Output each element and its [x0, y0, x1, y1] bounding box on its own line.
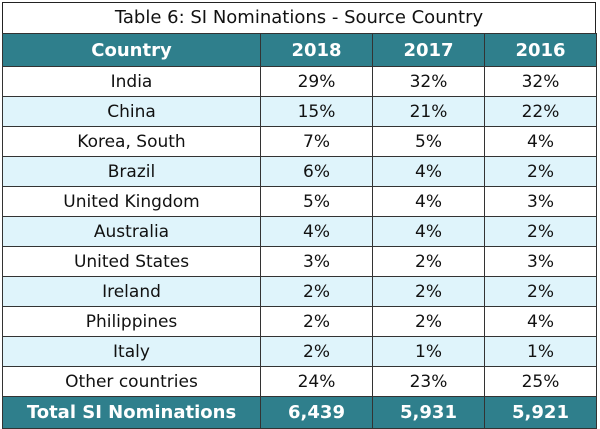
cell-country: United Kingdom: [2, 186, 261, 217]
cell-value-2017: 2%: [372, 306, 485, 337]
cell-value-2017: 4%: [372, 156, 485, 187]
cell-value-2017: 5%: [372, 126, 485, 157]
table-row: Italy 2% 1% 1%: [2, 336, 597, 367]
cell-country: Ireland: [2, 276, 261, 307]
cell-value-2017: 4%: [372, 216, 485, 247]
total-row: Total SI Nominations 6,439 5,931 5,921: [2, 396, 597, 429]
cell-country: United States: [2, 246, 261, 277]
table-row: Other countries 24% 23% 25%: [2, 366, 597, 397]
column-header-2017: 2017: [372, 33, 485, 67]
cell-value-2017: 32%: [372, 66, 485, 97]
cell-country: Italy: [2, 336, 261, 367]
table-title: Table 6: SI Nominations - Source Country: [2, 2, 596, 33]
cell-value-2018: 24%: [260, 366, 373, 397]
cell-value-2017: 1%: [372, 336, 485, 367]
cell-value-2016: 2%: [484, 216, 597, 247]
cell-value-2016: 3%: [484, 246, 597, 277]
cell-value-2018: 4%: [260, 216, 373, 247]
cell-value-2016: 25%: [484, 366, 597, 397]
table-row: Korea, South 7% 5% 4%: [2, 126, 597, 157]
cell-value-2017: 2%: [372, 246, 485, 277]
cell-value-2016: 4%: [484, 126, 597, 157]
column-header-country: Country: [2, 33, 261, 67]
table-row: Philippines 2% 2% 4%: [2, 306, 597, 337]
cell-country: Other countries: [2, 366, 261, 397]
cell-value-2016: 4%: [484, 306, 597, 337]
table-row: Brazil 6% 4% 2%: [2, 156, 597, 187]
si-nominations-table: Country 2018 2017 2016 India 29% 32% 32% Chi…: [2, 33, 597, 429]
cell-value-2018: 15%: [260, 96, 373, 127]
cell-country: Philippines: [2, 306, 261, 337]
total-2017: 5,931: [372, 396, 485, 429]
table-body: India 29% 32% 32% China 15% 21% 22% Korea, South…: [2, 66, 597, 397]
cell-value-2018: 5%: [260, 186, 373, 217]
table-row: United States 3% 2% 3%: [2, 246, 597, 277]
cell-value-2016: 1%: [484, 336, 597, 367]
cell-value-2017: 4%: [372, 186, 485, 217]
cell-value-2018: 2%: [260, 276, 373, 307]
table-row: United Kingdom 5% 4% 3%: [2, 186, 597, 217]
total-2018: 6,439: [260, 396, 373, 429]
cell-value-2017: 23%: [372, 366, 485, 397]
cell-country: Brazil: [2, 156, 261, 187]
cell-value-2017: 2%: [372, 276, 485, 307]
cell-value-2018: 29%: [260, 66, 373, 97]
cell-country: China: [2, 96, 261, 127]
column-header-2018: 2018: [260, 33, 373, 67]
header-row: Country 2018 2017 2016: [2, 33, 597, 67]
cell-value-2018: 2%: [260, 306, 373, 337]
cell-country: Australia: [2, 216, 261, 247]
cell-value-2018: 6%: [260, 156, 373, 187]
cell-value-2018: 7%: [260, 126, 373, 157]
cell-value-2016: 2%: [484, 276, 597, 307]
table-row: Australia 4% 4% 2%: [2, 216, 597, 247]
column-header-2016: 2016: [484, 33, 597, 67]
cell-value-2018: 3%: [260, 246, 373, 277]
table-row: Ireland 2% 2% 2%: [2, 276, 597, 307]
table-row: China 15% 21% 22%: [2, 96, 597, 127]
cell-value-2018: 2%: [260, 336, 373, 367]
cell-country: Korea, South: [2, 126, 261, 157]
cell-value-2016: 2%: [484, 156, 597, 187]
cell-country: India: [2, 66, 261, 97]
cell-value-2017: 21%: [372, 96, 485, 127]
cell-value-2016: 22%: [484, 96, 597, 127]
table-row: India 29% 32% 32%: [2, 66, 597, 97]
cell-value-2016: 32%: [484, 66, 597, 97]
total-label: Total SI Nominations: [2, 396, 261, 429]
total-2016: 5,921: [484, 396, 597, 429]
cell-value-2016: 3%: [484, 186, 597, 217]
